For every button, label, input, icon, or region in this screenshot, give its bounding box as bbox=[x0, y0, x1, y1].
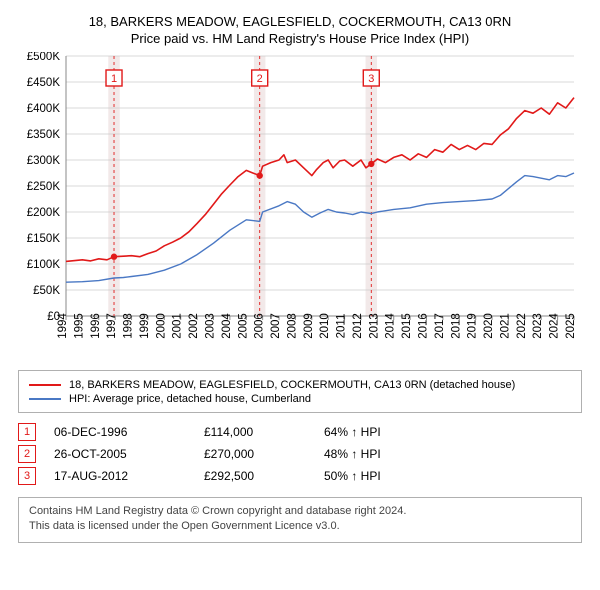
svg-text:2011: 2011 bbox=[336, 314, 348, 339]
legend-label: 18, BARKERS MEADOW, EAGLESFIELD, COCKERM… bbox=[69, 379, 515, 391]
svg-text:2022: 2022 bbox=[516, 313, 528, 339]
svg-text:1997: 1997 bbox=[106, 313, 118, 339]
svg-text:2000: 2000 bbox=[155, 313, 167, 339]
chart-area: £0£50K£100K£150K£200K£250K£300K£350K£400… bbox=[18, 52, 582, 362]
svg-text:2023: 2023 bbox=[532, 313, 544, 339]
svg-text:£350K: £350K bbox=[27, 129, 61, 141]
line-chart: £0£50K£100K£150K£200K£250K£300K£350K£400… bbox=[18, 52, 578, 362]
legend: 18, BARKERS MEADOW, EAGLESFIELD, COCKERM… bbox=[18, 370, 582, 413]
svg-text:1995: 1995 bbox=[73, 313, 85, 339]
sale-date: 17-AUG-2012 bbox=[54, 469, 204, 483]
sale-date: 26-OCT-2005 bbox=[54, 447, 204, 461]
svg-text:2001: 2001 bbox=[172, 313, 184, 339]
svg-text:£500K: £500K bbox=[27, 52, 61, 63]
svg-text:2013: 2013 bbox=[368, 313, 380, 339]
svg-text:£400K: £400K bbox=[27, 103, 61, 115]
legend-swatch bbox=[29, 398, 61, 400]
svg-text:2014: 2014 bbox=[385, 313, 397, 339]
svg-text:1996: 1996 bbox=[90, 313, 102, 339]
svg-text:2019: 2019 bbox=[467, 313, 479, 339]
svg-text:£300K: £300K bbox=[27, 155, 61, 167]
legend-item: 18, BARKERS MEADOW, EAGLESFIELD, COCKERM… bbox=[29, 379, 571, 391]
svg-text:£150K: £150K bbox=[27, 233, 61, 245]
svg-text:2004: 2004 bbox=[221, 313, 233, 339]
sale-delta: 48% ↑ HPI bbox=[324, 447, 444, 461]
svg-text:2018: 2018 bbox=[450, 313, 462, 339]
svg-text:£100K: £100K bbox=[27, 259, 61, 271]
sale-marker: 3 bbox=[18, 467, 36, 485]
sale-row: 1 06-DEC-1996£114,00064% ↑ HPI bbox=[18, 423, 582, 441]
attribution-footer: Contains HM Land Registry data © Crown c… bbox=[18, 497, 582, 543]
chart-titles: 18, BARKERS MEADOW, EAGLESFIELD, COCKERM… bbox=[18, 14, 582, 46]
sale-marker: 1 bbox=[18, 423, 36, 441]
svg-text:2003: 2003 bbox=[204, 313, 216, 339]
svg-text:1998: 1998 bbox=[123, 313, 135, 339]
svg-text:£50K: £50K bbox=[33, 285, 60, 297]
svg-text:2002: 2002 bbox=[188, 313, 200, 339]
svg-text:2006: 2006 bbox=[254, 313, 266, 339]
svg-text:2017: 2017 bbox=[434, 313, 446, 339]
svg-text:2016: 2016 bbox=[418, 313, 430, 339]
svg-text:1999: 1999 bbox=[139, 313, 151, 339]
legend-swatch bbox=[29, 384, 61, 386]
sale-price: £114,000 bbox=[204, 425, 324, 439]
svg-text:1994: 1994 bbox=[57, 313, 69, 339]
svg-text:£250K: £250K bbox=[27, 181, 61, 193]
svg-text:2021: 2021 bbox=[499, 313, 511, 339]
sale-delta: 50% ↑ HPI bbox=[324, 469, 444, 483]
sale-marker: 2 bbox=[18, 445, 36, 463]
sale-row: 2 26-OCT-2005£270,00048% ↑ HPI bbox=[18, 445, 582, 463]
svg-text:1: 1 bbox=[111, 73, 117, 85]
svg-text:2010: 2010 bbox=[319, 313, 331, 339]
svg-text:2015: 2015 bbox=[401, 313, 413, 339]
footer-line-1: Contains HM Land Registry data © Crown c… bbox=[29, 504, 571, 519]
sale-price: £292,500 bbox=[204, 469, 324, 483]
sale-row: 3 17-AUG-2012£292,50050% ↑ HPI bbox=[18, 467, 582, 485]
sale-delta: 64% ↑ HPI bbox=[324, 425, 444, 439]
legend-label: HPI: Average price, detached house, Cumb… bbox=[69, 393, 311, 405]
title-address: 18, BARKERS MEADOW, EAGLESFIELD, COCKERM… bbox=[18, 14, 582, 29]
svg-text:2020: 2020 bbox=[483, 313, 495, 339]
svg-text:2005: 2005 bbox=[237, 313, 249, 339]
svg-text:£200K: £200K bbox=[27, 207, 61, 219]
svg-text:2008: 2008 bbox=[286, 313, 298, 339]
svg-text:2024: 2024 bbox=[549, 313, 561, 339]
svg-text:£450K: £450K bbox=[27, 77, 61, 89]
sales-table: 1 06-DEC-1996£114,00064% ↑ HPI 2 26-OCT-200… bbox=[18, 423, 582, 485]
footer-line-2: This data is licensed under the Open Gov… bbox=[29, 519, 571, 534]
svg-text:2: 2 bbox=[257, 73, 263, 85]
svg-text:2025: 2025 bbox=[565, 313, 577, 339]
svg-text:2009: 2009 bbox=[303, 313, 315, 339]
legend-item: HPI: Average price, detached house, Cumb… bbox=[29, 393, 571, 405]
sale-price: £270,000 bbox=[204, 447, 324, 461]
sale-date: 06-DEC-1996 bbox=[54, 425, 204, 439]
svg-text:2007: 2007 bbox=[270, 313, 282, 339]
title-subtitle: Price paid vs. HM Land Registry's House … bbox=[18, 31, 582, 46]
svg-text:2012: 2012 bbox=[352, 313, 364, 339]
svg-text:3: 3 bbox=[368, 73, 374, 85]
